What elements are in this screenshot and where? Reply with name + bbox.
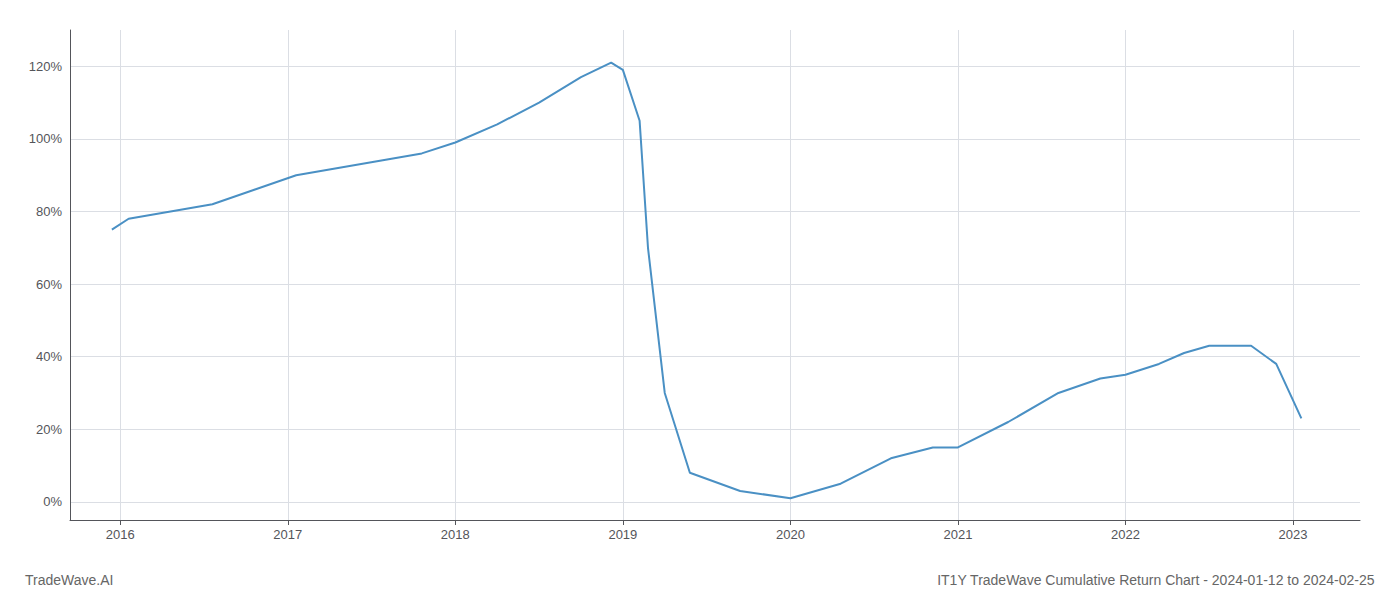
svg-text:2023: 2023 (1279, 527, 1308, 542)
svg-text:2017: 2017 (273, 527, 302, 542)
svg-text:2019: 2019 (608, 527, 637, 542)
svg-text:80%: 80% (36, 204, 62, 219)
svg-text:IT1Y TradeWave Cumulative Retu: IT1Y TradeWave Cumulative Return Chart -… (937, 572, 1375, 588)
svg-text:100%: 100% (29, 131, 63, 146)
svg-text:20%: 20% (36, 422, 62, 437)
svg-text:40%: 40% (36, 349, 62, 364)
svg-text:120%: 120% (29, 59, 63, 74)
svg-text:2020: 2020 (776, 527, 805, 542)
svg-text:0%: 0% (43, 494, 62, 509)
svg-text:2016: 2016 (106, 527, 135, 542)
svg-text:60%: 60% (36, 277, 62, 292)
svg-text:2021: 2021 (943, 527, 972, 542)
svg-text:TradeWave.AI: TradeWave.AI (25, 572, 113, 588)
svg-text:2022: 2022 (1111, 527, 1140, 542)
svg-text:2018: 2018 (441, 527, 470, 542)
